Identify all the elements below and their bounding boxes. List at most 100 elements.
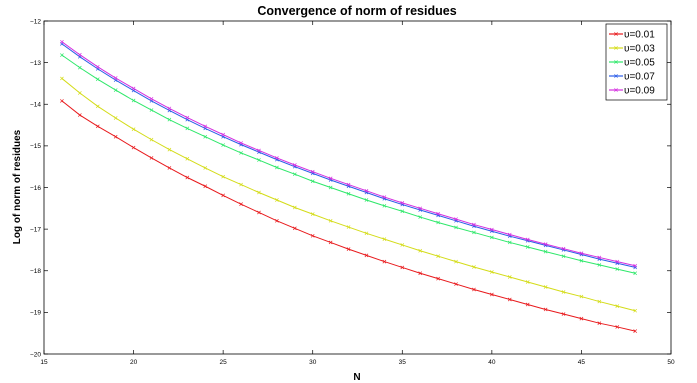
data-point <box>113 116 118 120</box>
data-point <box>310 212 315 216</box>
data-point <box>364 188 369 193</box>
data-point <box>418 215 423 219</box>
data-point <box>328 185 333 190</box>
data-point <box>113 88 118 92</box>
data-point <box>525 245 530 249</box>
data-point <box>292 163 297 167</box>
data-point <box>149 108 154 112</box>
data-point <box>257 148 261 153</box>
data-point <box>167 147 172 152</box>
data-point <box>257 210 261 215</box>
data-point <box>382 237 387 241</box>
x-tick-label: 30 <box>309 359 317 366</box>
data-point <box>579 316 584 321</box>
data-point <box>203 134 208 139</box>
data-point <box>346 247 351 251</box>
data-point <box>382 203 387 208</box>
data-point <box>472 265 476 269</box>
data-point <box>239 151 243 155</box>
data-point <box>472 230 476 235</box>
legend-label: υ=0.03 <box>624 44 655 55</box>
data-point <box>525 302 530 307</box>
x-tick-label: 25 <box>220 359 228 366</box>
data-point <box>60 76 64 81</box>
data-point <box>275 165 279 170</box>
legend-label: υ=0.07 <box>624 72 655 83</box>
data-point <box>185 115 190 120</box>
data-point <box>525 237 530 242</box>
data-point <box>95 64 100 69</box>
data-point <box>95 77 100 82</box>
data-point <box>185 126 190 131</box>
data-point <box>400 243 405 247</box>
data-point <box>221 132 225 137</box>
data-point <box>561 312 566 316</box>
data-point <box>382 195 387 199</box>
data-point <box>131 98 136 103</box>
data-point <box>543 307 548 312</box>
data-point <box>167 106 172 111</box>
data-point <box>418 206 423 211</box>
data-point <box>167 117 172 122</box>
data-point <box>77 65 82 70</box>
x-tick-label: 20 <box>130 359 138 366</box>
data-point <box>275 198 279 202</box>
legend-label: υ=0.05 <box>624 58 655 69</box>
data-point <box>221 193 225 198</box>
data-point <box>131 127 136 132</box>
data-point <box>364 198 369 202</box>
data-point <box>579 251 584 256</box>
data-point <box>579 258 584 263</box>
data-point <box>60 39 64 44</box>
data-point <box>113 134 118 139</box>
data-point <box>257 190 261 195</box>
data-point <box>597 299 602 304</box>
y-tick-label: −14 <box>30 102 41 109</box>
y-tick-label: −13 <box>30 60 41 67</box>
data-point <box>454 259 458 264</box>
data-point <box>185 175 190 180</box>
data-point <box>597 321 602 326</box>
data-point <box>221 174 225 179</box>
data-point <box>310 233 315 238</box>
data-point <box>149 137 154 142</box>
data-point <box>490 270 494 274</box>
data-point <box>561 246 566 251</box>
data-point <box>507 232 512 237</box>
data-point <box>167 166 172 170</box>
data-point <box>436 211 440 216</box>
data-point <box>292 172 297 177</box>
x-tick-label: 35 <box>399 359 407 366</box>
x-tick-label: 50 <box>667 359 675 366</box>
data-point <box>328 218 333 223</box>
data-point <box>472 287 476 292</box>
data-point <box>400 209 405 214</box>
y-tick-label: −12 <box>30 18 41 25</box>
data-point <box>364 231 369 236</box>
data-point <box>633 263 638 268</box>
x-tick-label: 45 <box>578 359 586 366</box>
data-point <box>525 280 530 284</box>
data-point <box>507 275 512 279</box>
data-point <box>633 271 638 276</box>
data-point <box>203 184 208 189</box>
data-point <box>543 249 548 254</box>
axis-ticks: 15 20 25 30 35 40 45 50 −20 −19 −18 −17 −16 −15 −14 −13… <box>30 18 675 366</box>
data-point <box>400 265 405 270</box>
data-point <box>149 156 154 160</box>
data-point <box>310 179 315 184</box>
data-point <box>203 124 208 129</box>
data-point <box>221 143 225 147</box>
data-point <box>597 263 602 267</box>
data-point <box>490 292 494 297</box>
data-point <box>95 124 100 129</box>
series-group <box>60 39 638 333</box>
data-point <box>490 227 494 232</box>
legend-marker <box>614 60 618 64</box>
data-point <box>507 297 512 302</box>
data-point <box>615 304 620 308</box>
legend-marker <box>614 74 618 78</box>
data-point <box>131 145 136 150</box>
data-point <box>95 104 100 109</box>
